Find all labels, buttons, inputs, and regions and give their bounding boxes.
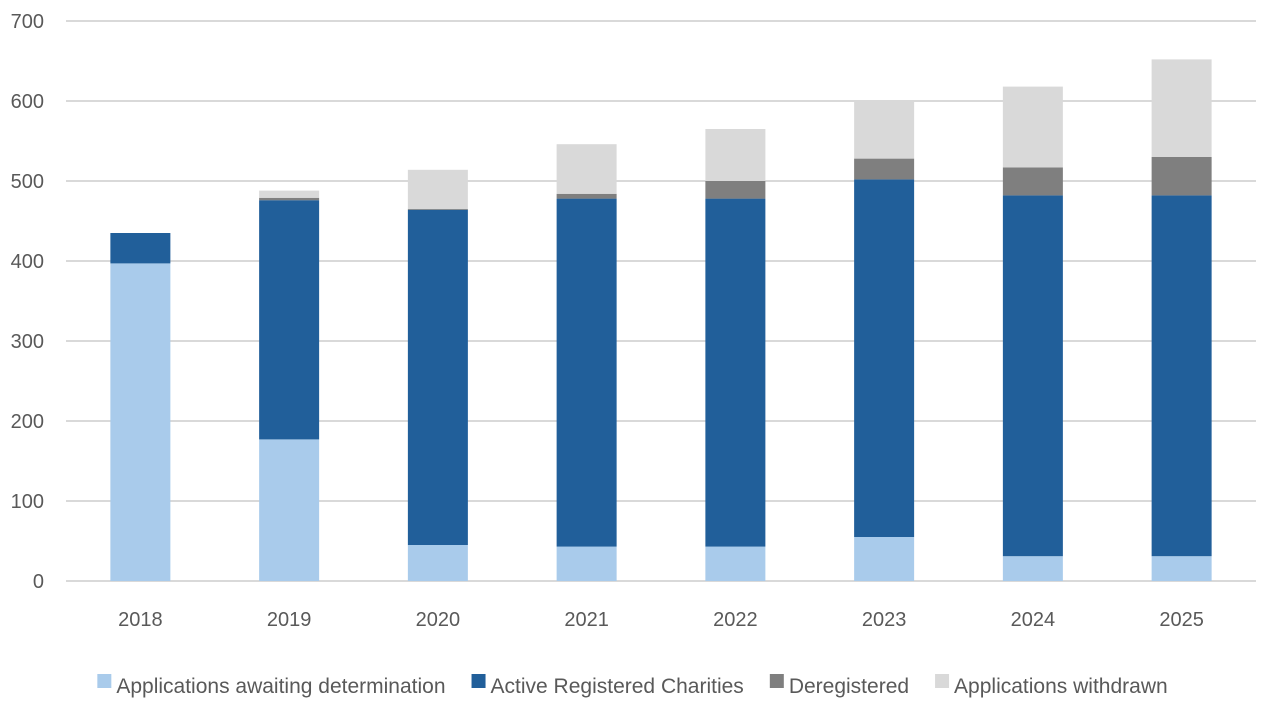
bar-segment-2021-series-1: [556, 198, 617, 547]
bars: [110, 59, 1212, 581]
bar-segment-2024-series-3: [1002, 86, 1063, 168]
legend-item-1: Active Registered Charities: [471, 674, 744, 698]
bar-segment-2020-series-3: [407, 169, 468, 209]
bar-stack-2025: [1151, 59, 1212, 581]
bar-segment-2023-series-0: [854, 537, 915, 581]
y-tick-label-700: 700: [11, 11, 44, 33]
y-tick-label-600: 600: [11, 91, 44, 113]
bar-segment-2022-series-1: [705, 198, 766, 547]
x-tick-label-2025: 2025: [1159, 609, 1204, 631]
bar-segment-2025-series-2: [1151, 157, 1212, 196]
x-tick-label-2021: 2021: [564, 609, 609, 631]
bar-segment-2024-series-0: [1002, 556, 1063, 581]
legend-label-3: Applications withdrawn: [954, 675, 1168, 698]
bar-segment-2019-series-0: [259, 439, 320, 581]
bar-segment-2021-series-2: [556, 193, 617, 199]
bar-segment-2025-series-1: [1151, 195, 1212, 557]
y-tick-label-0: 0: [33, 571, 44, 593]
bar-segment-2022-series-2: [705, 181, 766, 199]
bar-stack-2023: [854, 100, 915, 581]
bar-segment-2023-series-1: [854, 179, 915, 537]
x-tick-label-2023: 2023: [862, 609, 907, 631]
bar-stack-2024: [1002, 86, 1063, 581]
bar-segment-2023-series-2: [854, 158, 915, 180]
y-tick-label-500: 500: [11, 171, 44, 193]
y-tick-label-400: 400: [11, 251, 44, 273]
x-tick-label-2022: 2022: [713, 609, 758, 631]
bar-stack-2021: [556, 144, 617, 581]
legend-swatch-1: [471, 674, 486, 688]
legend-swatch-0: [97, 674, 112, 688]
y-tick-label-100: 100: [11, 491, 44, 513]
bar-segment-2022-series-3: [705, 129, 766, 181]
bar-segment-2025-series-3: [1151, 59, 1212, 157]
legend-item-2: Deregistered: [769, 674, 909, 698]
legend-swatch-3: [935, 674, 950, 688]
bar-segment-2020-series-2: [407, 209, 468, 210]
y-tick-label-200: 200: [11, 411, 44, 433]
bar-segment-2020-series-1: [407, 209, 468, 546]
x-tick-label-2018: 2018: [118, 609, 163, 631]
legend-label-1: Active Registered Charities: [491, 675, 744, 698]
bar-segment-2023-series-3: [854, 100, 915, 159]
legend-item-0: Applications awaiting determination: [97, 674, 446, 698]
bar-segment-2019-series-3: [259, 190, 320, 198]
bar-segment-2018-series-0: [110, 263, 171, 581]
bar-stack-2022: [705, 129, 766, 581]
bar-segment-2024-series-1: [1002, 195, 1063, 557]
y-axis-tick-labels: 0 100 200 300 400 500 600 700: [11, 11, 44, 593]
bar-stack-2019: [259, 190, 320, 581]
gridlines: [66, 20, 1256, 582]
legend-swatch-2: [769, 674, 784, 688]
bar-segment-2025-series-0: [1151, 556, 1212, 581]
bar-stack-2020: [407, 169, 468, 581]
x-tick-label-2019: 2019: [267, 609, 312, 631]
bar-segment-2019-series-1: [259, 200, 320, 440]
legend-item-3: Applications withdrawn: [935, 674, 1168, 698]
bar-segment-2020-series-0: [407, 545, 468, 581]
legend-label-0: Applications awaiting determination: [116, 675, 445, 698]
bar-segment-2019-series-2: [259, 197, 320, 201]
x-axis-tick-labels: 2018 2019 2020 2021 2022 2023 2024 2025: [118, 609, 1204, 631]
bar-segment-2021-series-3: [556, 144, 617, 194]
bar-segment-2018-series-1: [110, 233, 171, 264]
bar-segment-2024-series-2: [1002, 167, 1063, 196]
x-tick-label-2024: 2024: [1011, 609, 1056, 631]
x-tick-label-2020: 2020: [416, 609, 461, 631]
y-tick-label-300: 300: [11, 331, 44, 353]
bar-stack-2018: [110, 233, 171, 581]
legend: Applications awaiting determination Activ…: [97, 674, 1168, 698]
bar-segment-2022-series-0: [705, 546, 766, 581]
legend-label-2: Deregistered: [789, 675, 909, 698]
bar-segment-2021-series-0: [556, 546, 617, 581]
